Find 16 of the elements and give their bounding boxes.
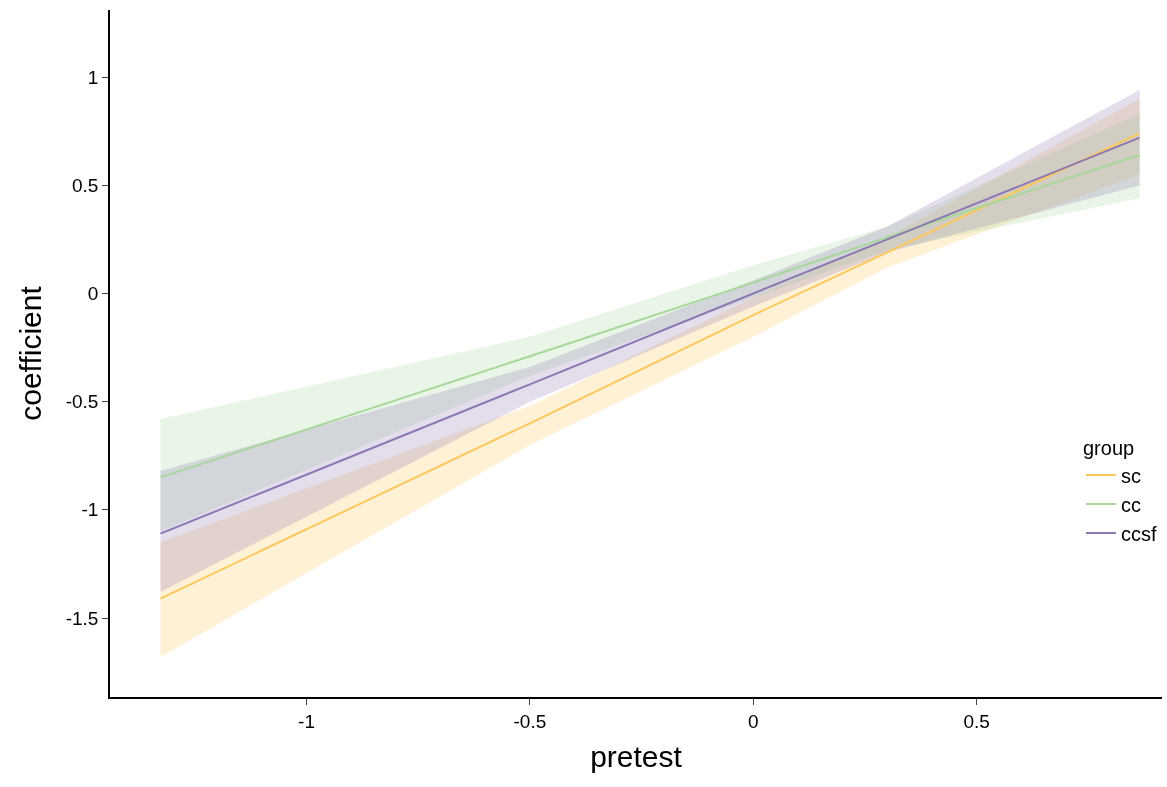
legend-label: ccsf <box>1121 522 1157 545</box>
x-tick-label: 0 <box>747 710 759 732</box>
x-tick-label: -0.5 <box>513 710 547 732</box>
x-tick-label: 0.5 <box>963 710 990 732</box>
y-tick-label: -1 <box>81 499 99 521</box>
x-tick-label: -1 <box>298 710 315 732</box>
y-tick-label: 0.5 <box>72 174 99 196</box>
legend-title: group <box>1083 437 1135 460</box>
legend-label: sc <box>1121 464 1141 487</box>
y-tick-label: 1 <box>87 66 99 88</box>
y-tick-label: 0 <box>87 283 99 305</box>
y-tick-label: -1.5 <box>65 607 99 629</box>
y-tick-label: -0.5 <box>65 391 99 413</box>
legend-label: cc <box>1121 493 1141 516</box>
y-axis-title: coefficient <box>14 285 48 421</box>
x-axis-title: pretest <box>590 739 683 773</box>
